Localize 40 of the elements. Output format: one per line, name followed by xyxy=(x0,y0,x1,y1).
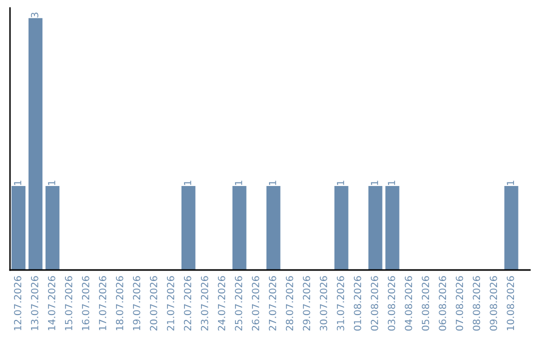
data-label: 1 xyxy=(370,180,378,185)
x-tick-label: 21.07.2026 xyxy=(166,276,174,331)
data-label: 3 xyxy=(30,12,38,18)
x-tick-label: 26.07.2026 xyxy=(252,276,260,331)
x-tick-label: 29.07.2026 xyxy=(302,276,310,331)
x-tick-label: 23.07.2026 xyxy=(200,276,208,331)
data-label: 1 xyxy=(388,180,396,185)
x-tick-label: 18.07.2026 xyxy=(116,276,124,330)
x-tick-label: 12.07.2026 xyxy=(14,276,22,330)
x-tick-label: 15.07.2026 xyxy=(64,276,72,330)
x-tick-label: 13.07.2026 xyxy=(30,276,38,330)
data-label: 1 xyxy=(268,180,276,185)
x-tick-label: 14.07.2026 xyxy=(48,276,56,330)
x-tick-label: 01.08.2026 xyxy=(354,276,362,331)
data-label: 1 xyxy=(506,180,514,185)
x-tick-label: 03.08.2026 xyxy=(388,276,396,331)
x-tick-label: 05.08.2026 xyxy=(422,276,430,331)
x-tick-label: 08.08.2026 xyxy=(472,276,480,331)
x-tick-label: 30.07.2026 xyxy=(320,276,328,330)
x-tick-label: 24.07.2026 xyxy=(218,276,226,331)
x-tick-label: 19.07.2026 xyxy=(132,276,140,330)
x-tick-label: 07.08.2026 xyxy=(456,276,464,331)
data-label: 1 xyxy=(14,180,22,185)
x-tick-label: 04.08.2026 xyxy=(404,276,412,331)
x-tick-label: 27.07.2026 xyxy=(268,276,276,331)
data-label: 1 xyxy=(336,180,344,185)
x-tick-label: 17.07.2026 xyxy=(98,276,106,330)
x-tick-label: 06.08.2026 xyxy=(438,276,446,331)
data-label: 1 xyxy=(235,180,242,185)
x-tick-label: 10.08.2026 xyxy=(506,276,514,330)
x-tick-label: 31.07.2026 xyxy=(336,276,344,330)
x-tick-label: 20.07.2026 xyxy=(150,276,158,331)
data-label: 1 xyxy=(184,180,192,185)
x-tick-label: 22.07.2026 xyxy=(184,276,192,331)
x-tick-label: 09.08.2026 xyxy=(490,276,498,331)
data-label: 1 xyxy=(48,180,56,185)
x-tick-label: 25.07.2026 xyxy=(234,276,242,331)
x-tick-label: 28.07.2026 xyxy=(286,276,294,331)
x-tick-label: 16.07.2026 xyxy=(82,276,90,330)
x-tick-label: 02.08.2026 xyxy=(370,276,378,331)
